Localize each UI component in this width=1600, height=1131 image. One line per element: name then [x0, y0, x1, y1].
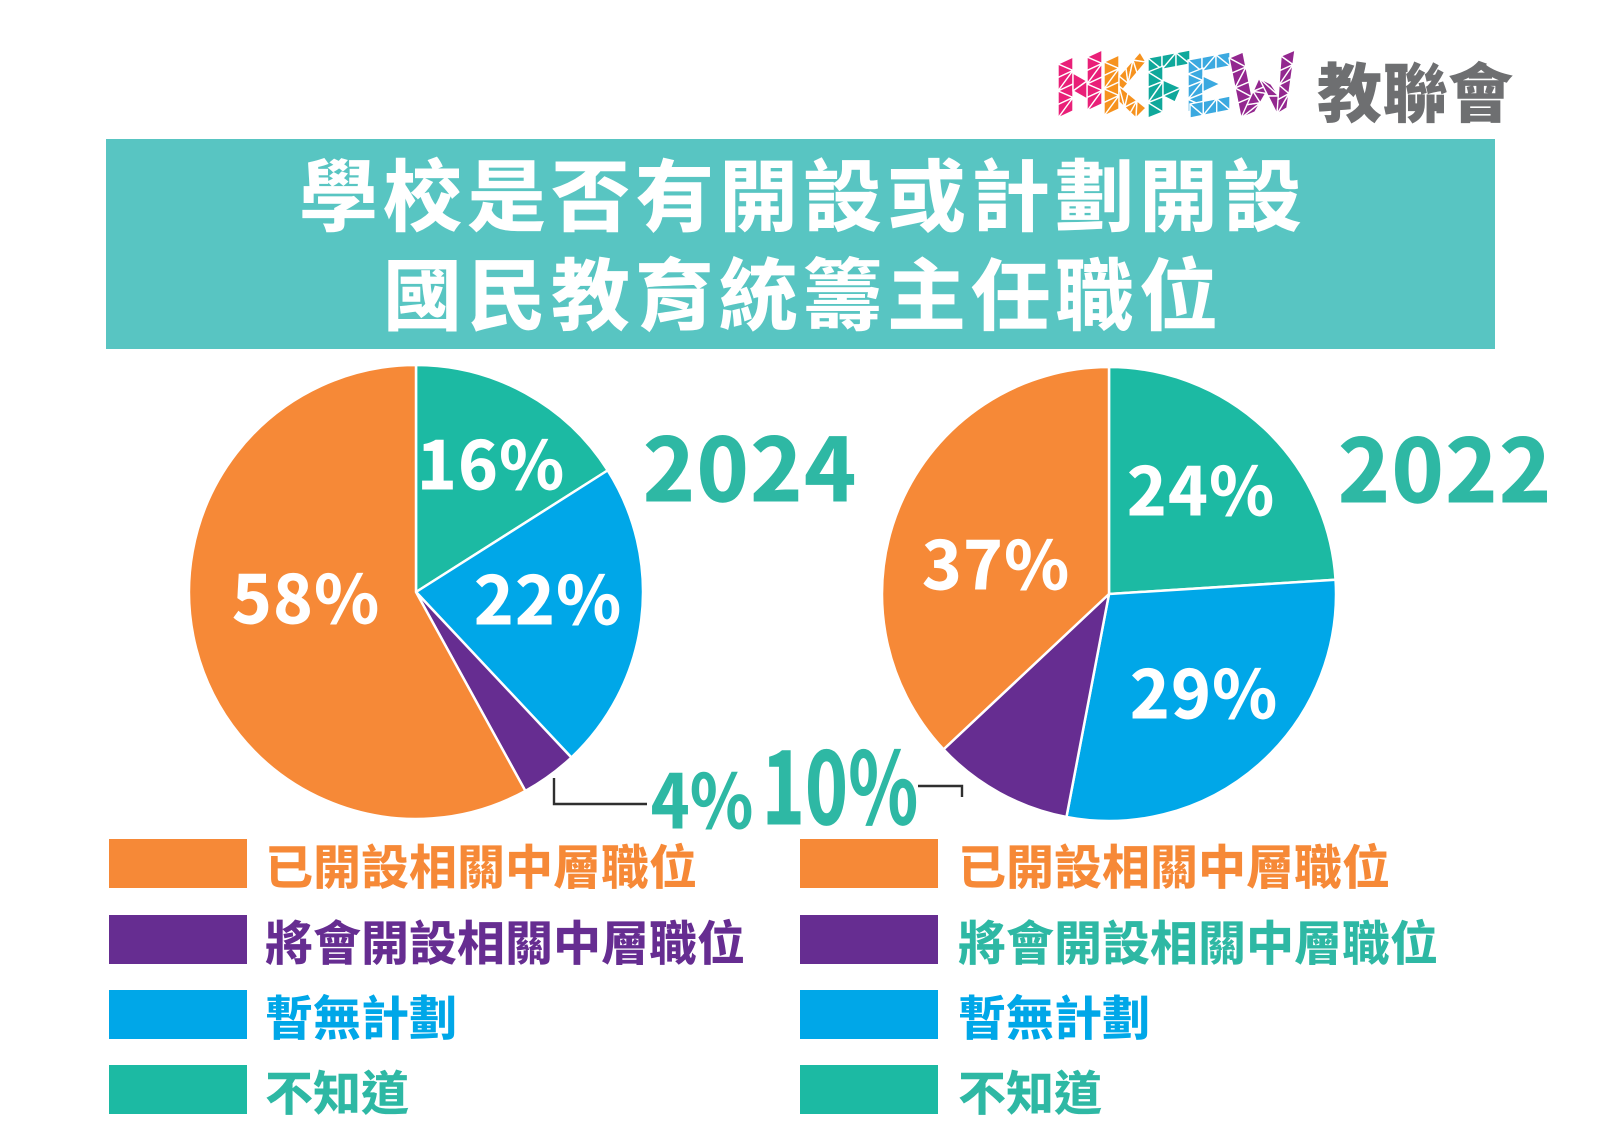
title-line-1: 學校是否有開設或計劃開設 — [299, 133, 1307, 248]
hkfew-logo-letters-text: HKFEW — [1295, 50, 1296, 51]
pie-slice — [1065, 578, 1338, 823]
hkfew-logo-letters: HKFEW — [1057, 49, 1296, 123]
slice-label-2024-opened: 58% — [231, 546, 381, 644]
legend-swatch-unknown — [109, 1065, 247, 1114]
legend-label-unknown: 不知道 — [958, 1054, 1103, 1124]
hkfew-logo-mark — [1057, 49, 1296, 119]
legend-swatch-no-plan — [800, 990, 938, 1039]
title-banner: 學校是否有開設或計劃開設 國民教育統籌主任職位 — [106, 139, 1495, 349]
callout-label-2024-will-open: 4% — [650, 741, 754, 851]
legend-swatch-unknown — [800, 1065, 938, 1114]
legend-label-opened: 已開設相關中層職位 — [265, 828, 698, 898]
legend-label-will-open: 將會開設相關中層職位 — [265, 904, 746, 974]
pie-slice — [942, 592, 1111, 819]
legend-swatch-will-open — [109, 915, 247, 964]
pie-slice — [414, 469, 645, 759]
legend-label-no-plan: 暫無計劃 — [265, 979, 458, 1049]
slice-label-2024-unknown: 16% — [416, 412, 566, 510]
legend-swatch-will-open — [800, 915, 938, 964]
legend-label-opened: 已開設相關中層職位 — [958, 828, 1391, 898]
pie-slice — [414, 363, 609, 594]
pie-chart-2022 — [880, 365, 1338, 823]
legend-swatch-no-plan — [109, 990, 247, 1039]
slice-label-2022-no-plan: 29% — [1129, 641, 1279, 739]
pie-slice — [187, 363, 527, 821]
year-label-2022: 2022 — [1337, 401, 1553, 529]
year-label-2024: 2024 — [642, 400, 858, 528]
title-line-2: 國民教育統籌主任職位 — [383, 232, 1223, 347]
slice-label-2024-no-plan: 22% — [473, 547, 623, 645]
callout-label-2022-will-open: 10% — [761, 708, 919, 854]
legend-swatch-opened — [109, 839, 247, 888]
slice-label-2022-opened: 37% — [921, 512, 1071, 610]
hkfew-logo-cjk-text: 教聯會 — [1317, 42, 1514, 136]
legend-swatch-opened — [800, 839, 938, 888]
slice-label-2022-unknown: 24% — [1126, 438, 1276, 536]
hkfew-logo: HKFEW 教聯會 — [1057, 49, 1518, 129]
pie-chart-2024 — [187, 363, 645, 821]
pie-slice — [1107, 365, 1337, 596]
legend-label-will-open: 將會開設相關中層職位 — [958, 904, 1439, 974]
pie-slice — [880, 365, 1111, 751]
legend-label-no-plan: 暫無計劃 — [958, 979, 1151, 1049]
legend-label-unknown: 不知道 — [265, 1054, 410, 1124]
